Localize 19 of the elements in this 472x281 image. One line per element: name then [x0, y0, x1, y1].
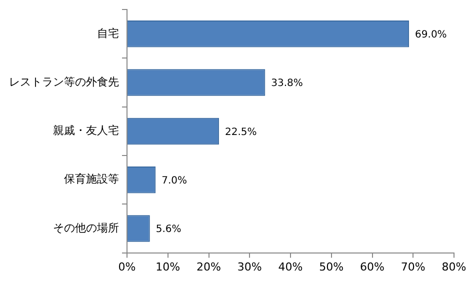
x-tick-label: 70%: [400, 260, 426, 274]
x-tick-label: 10%: [156, 260, 180, 274]
x-tick-label: 50%: [319, 260, 344, 274]
y-tick-label: その他の場所: [53, 221, 119, 234]
x-tick-label: 0%: [118, 260, 136, 274]
y-tick-label: 自宅: [97, 26, 119, 40]
x-tick-label: 20%: [196, 260, 221, 274]
data-label: 33.8%: [271, 78, 303, 90]
x-tick-label: 60%: [360, 260, 384, 274]
data-label: 5.6%: [156, 224, 182, 236]
y-tick-label: レストラン等の外食先: [9, 75, 119, 88]
y-tick-label: 保育施設等: [64, 172, 119, 186]
y-tick-label: 親戚・友人宅: [53, 124, 119, 138]
x-tick-label: 40%: [278, 260, 303, 274]
data-label: 22.5%: [224, 126, 257, 138]
x-tick-label: 80%: [442, 260, 466, 274]
data-label: 7.0%: [162, 175, 188, 186]
data-label: 69.0%: [415, 30, 447, 41]
x-tick-label: 30%: [237, 260, 262, 274]
